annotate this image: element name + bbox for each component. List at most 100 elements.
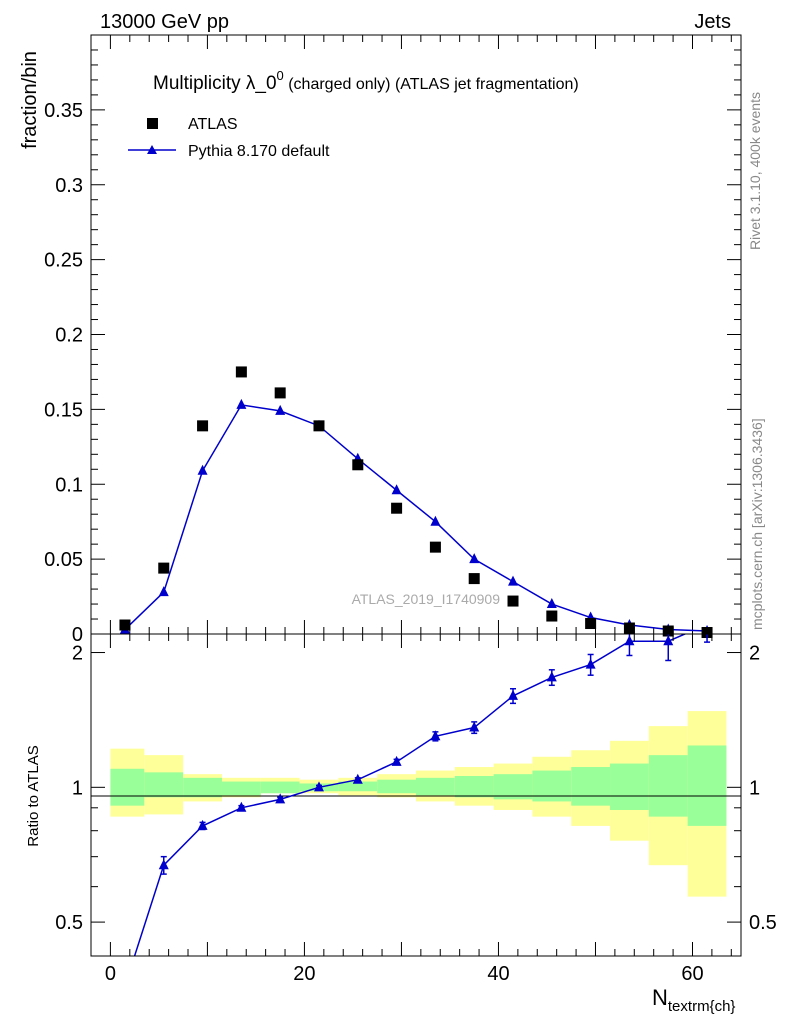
ratio-frame — [90, 633, 742, 957]
pythia-point — [158, 586, 169, 597]
atlas-point — [468, 573, 480, 585]
x-tick-labels: 0 20 40 60 — [105, 963, 704, 985]
ratio-band-inner — [493, 774, 533, 800]
main-y-tick-label: 0.3 — [55, 175, 83, 197]
ratio-band-inner — [110, 768, 145, 806]
energy-label: 13000 GeV pp — [100, 11, 229, 33]
ratio-band-inner — [454, 775, 494, 798]
ratio-band-inner — [221, 781, 261, 796]
pythia-point — [546, 598, 557, 609]
ratio-point — [469, 721, 480, 732]
atlas-point — [158, 562, 170, 574]
ratio-y-tick-labels: 0.5 0.5 1 1 2 2 — [55, 643, 777, 935]
ratio-band-inner — [377, 779, 416, 794]
legend-label-atlas: ATLAS — [188, 116, 238, 133]
atlas-point — [429, 541, 441, 553]
ratio-pythia-series — [133, 634, 711, 956]
rivet-label: Rivet 3.1.10, 400k events — [747, 92, 763, 250]
atlas-point — [197, 420, 209, 432]
ratio-panel: 0.5 0.5 1 1 2 2 0 20 40 60 Ratio to ATLAS Ntextr… — [25, 633, 777, 1015]
analysis-watermark: ATLAS_2019_I1740909 — [352, 591, 501, 607]
main-y-tick-labels: 0 0.05 0.1 0.15 0.2 0.25 0.3 0.35 — [44, 100, 83, 646]
ratio-point — [197, 819, 208, 830]
ratio-point — [313, 781, 324, 792]
ratio-y-tick-label-left: 2 — [72, 643, 83, 665]
atlas-point — [701, 627, 713, 639]
x-axis-label-sub: textrm{ch} — [668, 998, 736, 1015]
ratio-point — [275, 793, 286, 804]
legend-marker-atlas — [147, 118, 158, 129]
ratio-point — [391, 755, 402, 766]
ratio-point — [508, 689, 519, 700]
x-tick-label: 0 — [105, 963, 116, 985]
main-y-tick-label: 0.2 — [55, 325, 83, 347]
ratio-y-axis-label: Ratio to ATLAS — [25, 745, 42, 846]
atlas-point — [352, 459, 364, 471]
ratio-point — [158, 859, 169, 870]
chart-title-superscript: 0 — [277, 68, 284, 83]
ratio-band-inner — [144, 772, 184, 798]
ratio-ticks — [91, 634, 741, 956]
main-y-tick-label: 0.35 — [44, 100, 83, 122]
ratio-point — [546, 671, 557, 682]
pythia-point — [236, 398, 247, 409]
legend-marker-pythia — [147, 145, 157, 154]
ratio-band-inner — [648, 755, 688, 817]
main-y-tick-label: 0.15 — [44, 399, 83, 421]
main-y-tick-label: 0.25 — [44, 250, 83, 272]
ratio-point — [624, 635, 635, 646]
main-y-tick-label: 0.05 — [44, 549, 83, 571]
ratio-line — [133, 634, 687, 956]
ratio-y-tick-label-right: 1 — [749, 777, 760, 799]
ratio-y-tick-label-left: 0.5 — [55, 912, 83, 934]
ratio-band-inner — [532, 770, 572, 802]
x-axis-label: Ntextrm{ch} — [652, 985, 735, 1015]
main-y-axis-label: fraction/bin — [19, 51, 41, 149]
atlas-point — [119, 619, 131, 631]
atlas-point — [585, 618, 597, 630]
main-ticks — [91, 34, 741, 635]
chart-title: Multiplicity λ_00 (charged only) (ATLAS … — [153, 68, 579, 94]
x-tick-label: 20 — [293, 963, 315, 985]
ratio-point — [585, 658, 596, 669]
atlas-point — [546, 610, 558, 622]
main-y-tick-label: 0.1 — [55, 474, 83, 496]
ratio-band-inner — [687, 745, 727, 826]
ratio-point — [663, 635, 674, 646]
atlas-point — [507, 595, 519, 607]
mcplots-label: mcplots.cern.ch [arXiv:1306.3436] — [749, 418, 765, 630]
atlas-point — [313, 420, 325, 432]
pythia-point — [469, 553, 480, 564]
pythia-point — [508, 575, 519, 586]
legend-label-pythia: Pythia 8.170 default — [188, 143, 330, 160]
ratio-y-tick-label-left: 1 — [72, 777, 83, 799]
atlas-point — [274, 387, 286, 399]
ratio-band-inner — [416, 777, 455, 796]
atlas-point — [391, 502, 403, 514]
chart-title-rest: (charged only) (ATLAS jet fragmentation) — [284, 76, 579, 93]
ratio-band-inner — [183, 777, 222, 798]
ratio-y-tick-label-right: 2 — [749, 643, 760, 665]
ratio-uncertainty-bands — [110, 711, 727, 897]
atlas-series — [119, 366, 713, 639]
x-axis-label-main: N — [652, 985, 668, 1010]
main-panel: 00.050.10.150.20.250.30.35 fraction/bin … — [19, 34, 742, 646]
ratio-point — [352, 773, 363, 784]
pythia-point — [430, 515, 441, 526]
ratio-band-inner — [571, 767, 611, 806]
pythia-line — [124, 404, 708, 632]
ratio-band-inner — [260, 781, 300, 794]
main-y-tick-label: 0 — [72, 624, 83, 646]
pythia-point — [275, 404, 286, 415]
atlas-point — [235, 366, 247, 378]
ratio-y-tick-label-right: 0.5 — [749, 912, 777, 934]
ratio-point — [236, 801, 247, 812]
pythia-point — [197, 464, 208, 475]
ratio-band-inner — [610, 763, 649, 810]
atlas-point — [623, 622, 635, 634]
chart-title-main: Multiplicity λ_0 — [153, 73, 277, 94]
x-tick-label: 40 — [487, 963, 509, 985]
ratio-band-inner — [338, 781, 378, 792]
category-label: Jets — [694, 11, 731, 33]
